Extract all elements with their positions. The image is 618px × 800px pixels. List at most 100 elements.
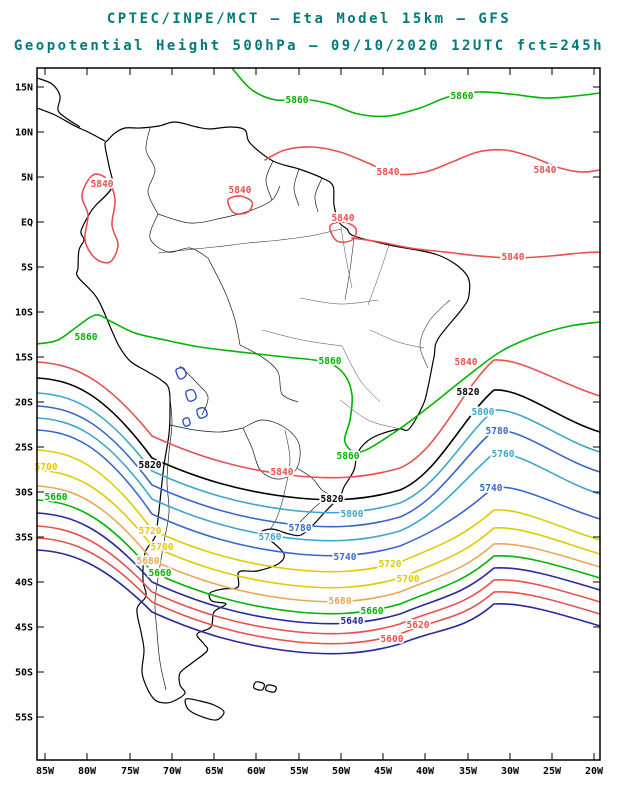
contour-label: 5860 xyxy=(337,451,360,462)
river xyxy=(419,299,451,369)
contour-5580 xyxy=(36,549,601,655)
contour-label: 5840 xyxy=(332,213,355,224)
contour-label: 5720 xyxy=(379,559,402,570)
contour-5760 xyxy=(36,417,601,542)
contour-label: 5740 xyxy=(480,483,503,494)
chart-title: CPTEC/INPE/MCT — Eta Model 15km — GFS Ge… xyxy=(0,6,618,60)
lat-label: 15N xyxy=(15,83,33,94)
contour-label: 5680 xyxy=(329,596,352,607)
lake xyxy=(196,407,208,419)
geography-layer xyxy=(36,77,471,721)
contour-label: 5760 xyxy=(492,449,515,460)
contour-label: 5800 xyxy=(341,509,364,520)
title-line-2: Geopotential Height 500hPa — 09/10/2020 … xyxy=(13,38,605,54)
contour-label: 5660 xyxy=(149,568,172,579)
lon-label: 35W xyxy=(459,766,478,777)
lat-label: 50S xyxy=(15,668,33,679)
lat-label: 10N xyxy=(15,128,33,139)
lon-label: 50W xyxy=(332,766,351,777)
contour-label: 5780 xyxy=(486,426,509,437)
lat-label: 35S xyxy=(15,533,33,544)
contour-5840 xyxy=(227,195,254,215)
contour-label: 5760 xyxy=(259,532,282,543)
contour-label: 5780 xyxy=(289,523,312,534)
lat-label: 15S xyxy=(15,353,33,364)
state-border xyxy=(341,345,381,403)
contour-label: 5840 xyxy=(502,252,525,263)
contour-label: 5700 xyxy=(35,462,58,473)
contour-label: 5740 xyxy=(334,552,357,563)
state-border xyxy=(369,329,425,349)
lon-label: 25W xyxy=(543,766,562,777)
lat-label: 5N xyxy=(21,173,33,184)
contour-5820 xyxy=(36,377,601,501)
lake xyxy=(182,417,191,427)
falkland-island xyxy=(265,684,277,693)
title-line-1: CPTEC/INPE/MCT — Eta Model 15km — GFS xyxy=(106,11,512,27)
contour-5860 xyxy=(36,314,601,454)
country-border xyxy=(293,168,300,207)
falkland-island xyxy=(253,681,265,691)
state-border xyxy=(340,226,353,289)
contour-label: 5820 xyxy=(139,460,162,471)
contour-layer xyxy=(36,67,601,655)
lat-label: 55S xyxy=(15,713,33,724)
lat-label: EQ xyxy=(21,218,33,229)
contour-label: 5860 xyxy=(286,95,309,106)
state-border xyxy=(367,244,390,306)
lon-label: 40W xyxy=(416,766,435,777)
contour-5840 xyxy=(264,146,601,176)
state-border xyxy=(261,329,343,347)
lat-label: 40S xyxy=(15,578,33,589)
country-border xyxy=(207,257,241,346)
lat-label: 45S xyxy=(15,623,33,634)
coastline xyxy=(75,121,471,704)
lon-label: 60W xyxy=(247,766,266,777)
contour-5840 xyxy=(351,237,601,259)
contour-label: 5720 xyxy=(139,526,162,537)
lon-label: 65W xyxy=(205,766,224,777)
map-frame xyxy=(36,67,601,761)
contour-label: 5840 xyxy=(271,467,294,478)
axis-label-layer: 15N 10N 5N EQ 5S 10S 15S 20S 25S 30S 35S 40S 45S 50S 5… xyxy=(15,83,604,778)
contour-5800 xyxy=(36,392,601,514)
country-border xyxy=(157,185,281,224)
contour-label: 5860 xyxy=(75,332,98,343)
contour-label: 5840 xyxy=(534,165,557,176)
state-border xyxy=(339,399,397,429)
contour-label: 5700 xyxy=(151,542,174,553)
river xyxy=(157,228,342,254)
contour-label: 5620 xyxy=(407,620,430,631)
lon-label: 70W xyxy=(163,766,182,777)
lon-label: 80W xyxy=(78,766,97,777)
contour-label: 5800 xyxy=(472,407,495,418)
contour-5700 xyxy=(36,469,601,589)
contour-5680 xyxy=(36,485,601,603)
lon-label: 85W xyxy=(36,766,55,777)
lat-label: 5S xyxy=(21,263,33,274)
lat-label: 20S xyxy=(15,398,33,409)
lat-label: 10S xyxy=(15,308,33,319)
contour-label: 5820 xyxy=(457,387,480,398)
contour-label: 5600 xyxy=(381,634,404,645)
lake xyxy=(185,388,197,402)
country-border xyxy=(265,160,274,201)
state-border xyxy=(299,297,379,305)
lat-label: 30S xyxy=(15,488,33,499)
country-border xyxy=(179,365,209,416)
lon-label: 75W xyxy=(121,766,140,777)
contour-5740 xyxy=(36,429,601,557)
lat-label: 25S xyxy=(15,443,33,454)
contour-label: 5700 xyxy=(397,574,420,585)
contour-5860 xyxy=(231,67,601,118)
tierra-del-fuego-island xyxy=(184,698,225,721)
lon-label: 30W xyxy=(501,766,520,777)
contour-5840 xyxy=(81,173,119,264)
contour-5640 xyxy=(36,512,601,625)
central-america-coast xyxy=(36,107,106,142)
contour-label: 5640 xyxy=(341,616,364,627)
country-border xyxy=(296,467,336,498)
lon-label: 20W xyxy=(585,766,604,777)
contour-label: 5860 xyxy=(319,356,342,367)
